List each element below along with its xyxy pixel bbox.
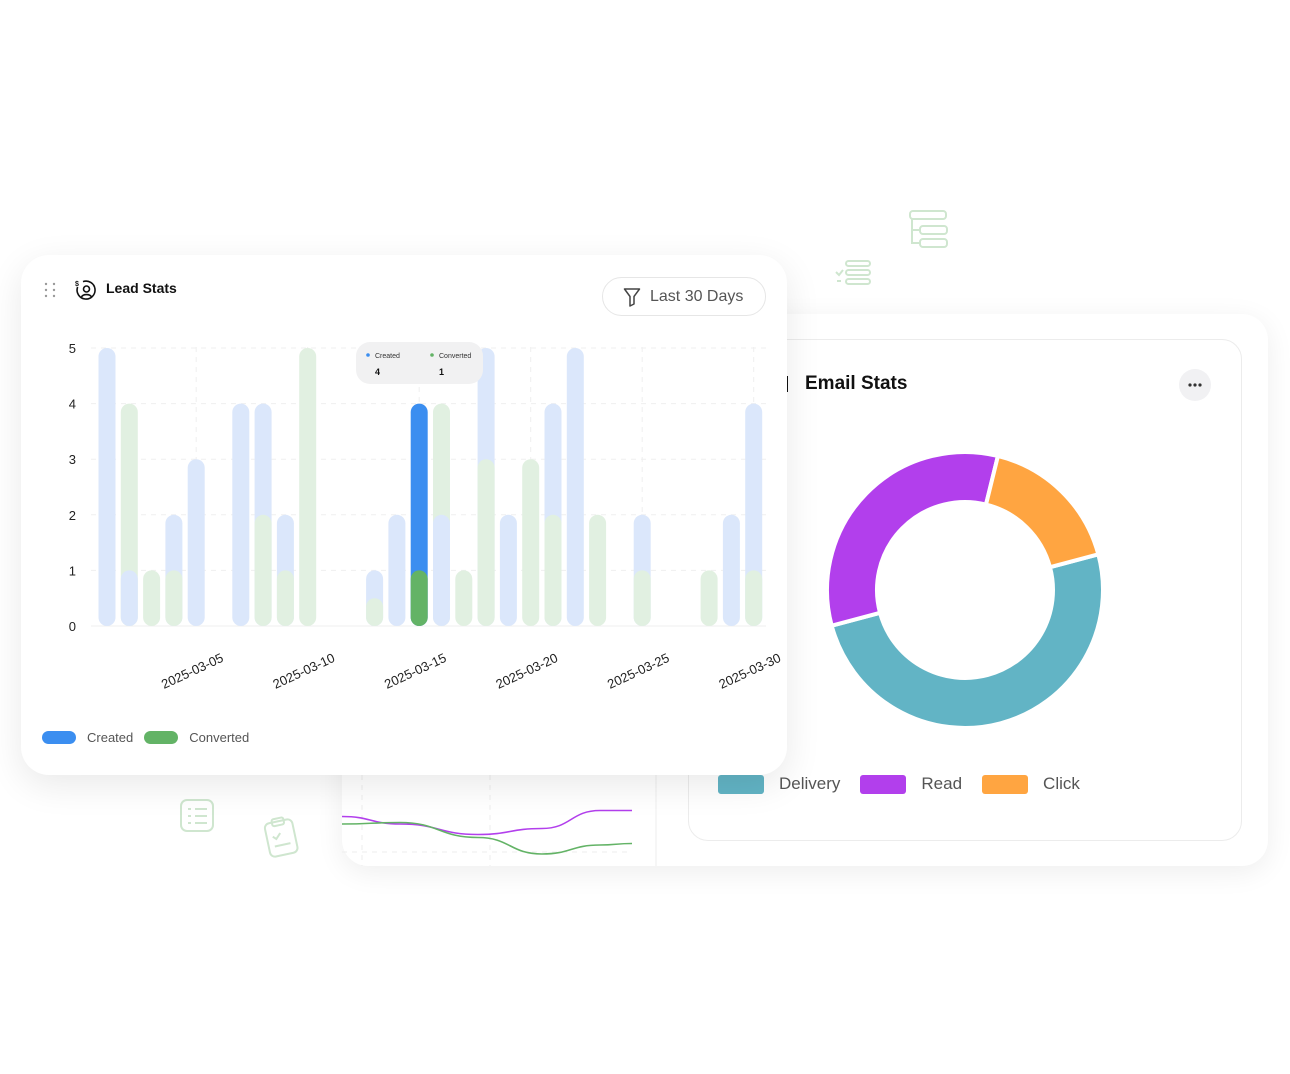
bar-converted[interactable] [522,459,540,626]
email-legend: Delivery Read Click [718,774,1100,794]
bar-converted[interactable] [165,570,183,626]
bar-converted[interactable] [745,570,763,626]
bar-converted[interactable] [544,514,562,626]
lead-stats-title: Lead Stats [106,280,177,296]
bar-converted[interactable] [366,598,384,626]
clipboard-icon [263,816,299,858]
date-filter-label: Last 30 Days [650,287,744,305]
bar-created[interactable] [388,514,406,626]
bar-converted[interactable] [120,403,138,626]
bar-created[interactable] [120,570,138,626]
legend-item-read[interactable]: Read [860,774,962,794]
email-stats-title: Email Stats [805,373,908,394]
date-filter-button[interactable]: Last 30 Days [602,277,766,316]
legend-label-created: Created [87,730,134,745]
bar-created[interactable] [410,403,428,626]
y-tick-label: 3 [69,452,76,467]
x-tick-label: 2025-03-20 [493,650,560,692]
donut-slice-delivery[interactable] [829,551,1105,730]
y-tick-label: 1 [69,563,76,578]
line-series-1 [342,821,633,855]
y-tick-label: 0 [69,619,76,634]
bar-converted[interactable] [143,570,161,626]
filter-icon [623,287,641,307]
x-tick-label: 2025-03-25 [605,650,672,692]
y-tick-label: 2 [69,508,76,523]
legend-item-converted[interactable]: Converted [144,730,249,745]
legend-label-read: Read [921,774,963,793]
more-horizontal-icon [1188,383,1202,387]
bar-converted[interactable] [477,459,495,626]
legend-item-created[interactable]: Created [42,730,133,745]
legend-swatch-delivery [718,774,764,794]
tooltip-box [356,342,483,384]
x-tick-label: 2025-03-10 [270,650,337,692]
notes-icon [180,799,214,832]
legend-label-click: Click [1043,774,1080,793]
legend-label-delivery: Delivery [779,774,841,793]
svg-text:$: $ [75,281,79,288]
tooltip-converted-dot [430,353,434,357]
bar-converted[interactable] [455,570,473,626]
legend-label-converted: Converted [189,730,250,745]
bar-converted[interactable] [589,514,607,626]
checklist-icon [835,260,871,285]
tooltip-created-dot [366,353,370,357]
legend-swatch-converted [144,731,179,744]
donut-slice-click[interactable] [983,453,1101,570]
bar-converted[interactable] [254,514,272,626]
bar-converted[interactable] [700,570,718,626]
tree-list-icon [909,210,948,248]
line-chart [342,775,657,866]
drag-handle-icon[interactable] [44,282,56,298]
bar-converted[interactable] [633,570,651,626]
x-tick-label: 2025-03-30 [716,650,783,692]
email-donut-chart [825,450,1105,730]
chart-tooltip: Created 4 Converted 1 [356,342,483,384]
bar-created[interactable] [187,459,205,626]
bar-created[interactable] [232,403,250,626]
bar-created[interactable] [566,348,584,626]
legend-swatch-created [42,731,76,744]
y-tick-label: 4 [69,397,76,412]
more-options-button[interactable] [1179,369,1211,401]
bar-created[interactable] [745,403,763,626]
bar-created[interactable] [433,514,450,626]
tooltip-converted-value: 1 [439,367,444,377]
bar-created[interactable] [98,348,116,626]
x-tick-label: 2025-03-15 [382,650,449,692]
bar-created[interactable] [499,514,517,626]
bar-converted[interactable] [299,348,317,626]
lead-bar-chart: 0 1 2 3 4 5 2025-03-05 2025-03-10 2025-03-15 202… [69,341,783,692]
legend-item-click[interactable]: Click [982,774,1080,794]
tooltip-created-label: Created [375,353,400,360]
x-tick-label: 2025-03-05 [159,650,226,692]
bar-converted[interactable] [276,570,294,626]
donut-slice-read[interactable] [825,450,1001,629]
legend-swatch-click [982,774,1029,794]
bar-created[interactable] [722,514,740,626]
line-series-0 [342,809,632,836]
legend-swatch-read [860,774,907,794]
legend-item-delivery[interactable]: Delivery [718,774,840,794]
lead-legend: Created Converted [42,730,260,745]
tooltip-created-value: 4 [375,367,380,377]
tooltip-converted-label: Converted [439,353,471,360]
lead-user-icon: $ [75,280,96,300]
bar-converted[interactable] [410,570,428,626]
y-tick-label: 5 [69,341,76,356]
